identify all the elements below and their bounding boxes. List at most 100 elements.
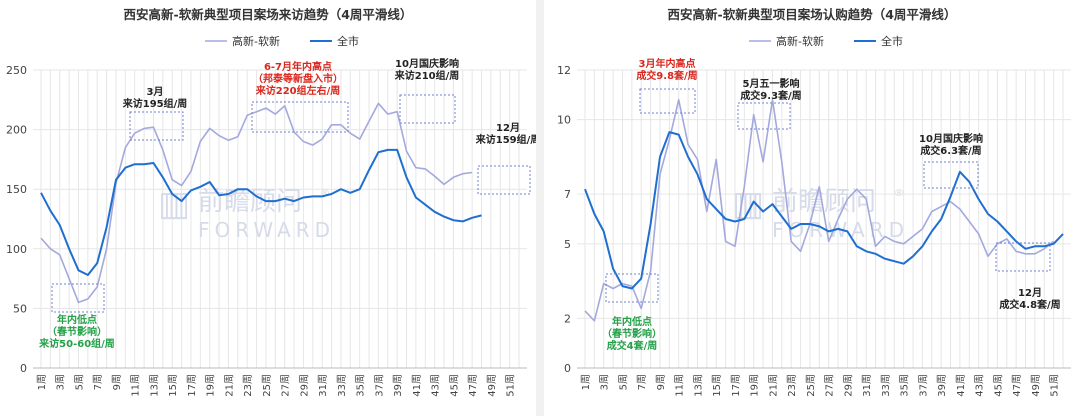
y-tick-label: 0 [20,362,27,375]
x-tick-label: 27周 [824,374,836,397]
x-tick-label: 15周 [167,374,179,397]
x-tick-label: 5周 [617,374,629,390]
x-tick-label: 7周 [636,374,648,390]
annotation-text: 成交4套/周 [607,339,658,352]
annotation-box [737,102,791,130]
x-tick-label: 9周 [111,374,123,390]
x-tick-label: 19周 [749,374,761,397]
x-tick-label: 47周 [467,374,479,397]
watermark-reg: ® [320,188,330,199]
x-tick-label: 9周 [655,374,667,390]
x-tick-label: 51周 [505,374,517,397]
x-tick-label: 45周 [448,374,460,397]
legend-label-0: 高新-软新 [232,34,280,48]
subscriptions-chart: 西安高新-软新典型项目案场认购趋势（4周平滑线） 高新-软新 全市 0 2 5 7 10 12 1… [557,7,1071,397]
x-tick-label: 1周 [36,374,48,390]
x-tick-label: 29周 [298,374,310,397]
x-tick-label: 31周 [861,374,873,397]
x-tick-label: 5周 [73,374,85,390]
x-tick-label: 27周 [280,374,292,397]
x-tick-label: 13周 [692,374,704,397]
annotation-box [995,242,1051,272]
annotation-text: （邦泰等新盘入市） [253,72,343,85]
x-tick-label: 43周 [430,374,442,397]
legend-label-0: 高新-软新 [776,34,824,48]
legend-label-1: 全市 [881,34,903,48]
annotation-text: 来访159组/周 [475,133,536,146]
visits-chart-panel: 西安高新-软新典型项目案场来访趋势（4周平滑线） 高新-软新 全市 0 50 100 150… [0,0,536,416]
annotation-text: 来访210组/周 [394,69,460,82]
x-tick-label: 15周 [711,374,723,397]
annotation-text: 5月五一影响 [743,77,800,90]
series-line-1 [40,148,482,276]
chart-title: 西安高新-软新典型项目案场认购趋势（4周平滑线） [668,7,957,22]
y-tick-label: 50 [13,302,27,315]
y-tick-label: 10 [557,114,571,127]
watermark-logo-text: ▥ [732,184,764,224]
x-tick-label: 23周 [786,374,798,397]
annotation-text: 12月 [1018,287,1042,299]
x-tick-label: 1周 [580,374,592,390]
x-tick-label: 35周 [355,374,367,397]
x-tick-label: 25周 [261,374,273,397]
x-tick-label: 37周 [373,374,385,397]
x-tick-label: 43周 [974,374,986,397]
watermark-logo-text: ▥ [158,184,190,224]
annotation-box [605,273,659,303]
x-tick-label: 45周 [992,374,1004,397]
x-tick-label: 39周 [936,374,948,397]
x-tick-label: 11周 [130,374,142,397]
series-line-0 [584,99,1055,322]
annotation-box [51,283,105,313]
annotation-text: 6-7月年内高点 [264,60,332,73]
x-tick-label: 49周 [1030,374,1042,397]
x-tick-label: 7周 [92,374,104,390]
watermark-en: FORWARD [772,218,909,242]
y-tick-label: 250 [6,64,27,77]
x-tick-label: 3周 [599,374,611,390]
x-tick-label: 39周 [392,374,404,397]
x-tick-label: 49周 [486,374,498,397]
y-tick-label: 12 [557,64,571,77]
series-line-1 [584,131,1064,290]
legend-label-1: 全市 [337,34,359,48]
x-tick-label: 41周 [955,374,967,397]
chart-title: 西安高新-软新典型项目案场来访趋势（4周平滑线） [124,7,413,22]
x-tick-label: 29周 [842,374,854,397]
annotation-text: 成交9.8套/周 [636,69,697,82]
annotation-text: 3月年内高点 [639,57,696,70]
annotation-text: 成交9.3套/周 [740,89,801,102]
x-tick-label: 31周 [317,374,329,397]
annotation-text: （春节影响） [602,327,662,340]
subscriptions-chart-panel: 西安高新-软新典型项目案场认购趋势（4周平滑线） 高新-软新 全市 0 2 5 7 10 12 1… [544,0,1080,416]
x-tick-label: 13周 [148,374,160,397]
x-tick-label: 35周 [899,374,911,397]
x-tick-label: 3周 [55,374,67,390]
annotation-box [477,165,531,195]
x-tick-label: 41周 [411,374,423,397]
annotation-text: 10月国庆影响 [395,57,459,70]
x-tick-label: 17周 [186,374,198,397]
watermark-reg: ® [894,188,904,199]
y-tick-label: 5 [564,238,571,251]
annotation-box [251,101,349,133]
y-tick-label: 2 [564,312,571,325]
y-tick-label: 150 [6,183,27,196]
x-tick-label: 25周 [805,374,817,397]
y-tick-label: 0 [564,362,571,375]
y-tick-label: 200 [6,124,27,137]
annotation-text: 3月 [147,86,164,98]
annotation-text: 年内低点 [612,315,652,328]
x-tick-label: 23周 [242,374,254,397]
annotation-text: 年内低点 [57,313,97,326]
y-tick-label: 100 [6,243,27,256]
annotation-text: 成交6.3套/周 [920,144,981,157]
x-tick-label: 21周 [767,374,779,397]
x-tick-label: 17周 [730,374,742,397]
x-tick-label: 47周 [1011,374,1023,397]
annotation-box [399,94,456,124]
x-tick-label: 21周 [223,374,235,397]
annotation-text: 12月 [496,122,520,134]
annotation-text: 来访50-60组/周 [38,337,115,350]
annotation-box [639,88,696,114]
